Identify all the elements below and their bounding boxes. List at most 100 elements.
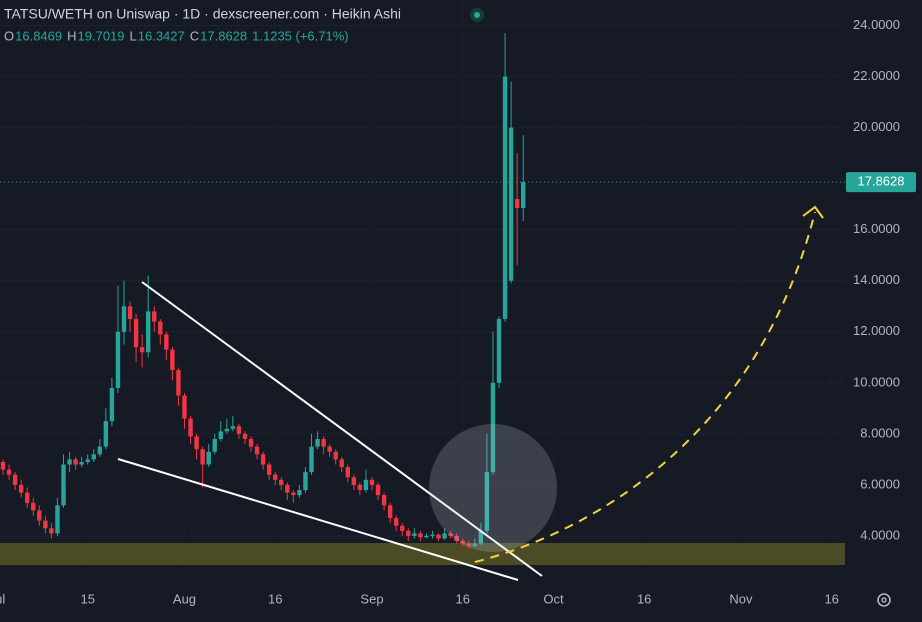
candle-body <box>345 467 350 478</box>
candle-body <box>490 382 496 473</box>
ohlc-key: C <box>190 28 199 43</box>
annotations <box>117 205 824 581</box>
candle-body <box>236 426 242 434</box>
candle-body <box>188 418 193 437</box>
candle-body <box>297 490 302 496</box>
candle-body <box>291 492 296 496</box>
y-tick-label: 20.0000 <box>853 119 900 134</box>
ohlc-key: H <box>67 28 76 43</box>
candle-body <box>375 484 381 496</box>
axes: 4.0000 6.0000 8.0000 10.0000 12.0000 14.0000 1… <box>0 17 916 606</box>
candle-body <box>321 438 326 447</box>
candle-body <box>436 534 441 539</box>
candle-body <box>212 438 217 452</box>
candle-body <box>242 433 248 439</box>
candle-body <box>381 495 387 506</box>
candle-body <box>357 484 363 491</box>
ohlc-value: 16.8469 <box>15 28 62 43</box>
candle-body <box>369 479 375 485</box>
x-tick-label: 16 <box>637 591 651 606</box>
candle-body <box>109 387 115 422</box>
candle-body <box>91 454 96 460</box>
grid <box>0 0 845 587</box>
candle-body <box>18 484 24 493</box>
candle-body <box>248 438 254 447</box>
candle-body <box>472 543 478 547</box>
y-tick-label: 4.0000 <box>860 527 900 542</box>
last-price-box <box>846 172 916 193</box>
candle-body <box>333 451 338 460</box>
candle-body <box>43 520 48 529</box>
x-tick-label: Sep <box>360 591 383 606</box>
candle-body <box>158 321 163 335</box>
candle-body <box>309 446 314 473</box>
candle-body <box>521 182 526 209</box>
y-tick-label: 6.0000 <box>860 476 900 491</box>
candle-body <box>79 461 84 465</box>
candle-body <box>387 505 393 519</box>
status-dot <box>474 12 480 18</box>
candle-body <box>206 451 211 465</box>
settings-icon[interactable] <box>877 593 891 607</box>
gear-center[interactable] <box>881 597 887 603</box>
candle-body <box>508 127 514 281</box>
change-label: 1.1235 (+6.71%) <box>252 28 348 43</box>
candle-body <box>393 518 399 526</box>
candle-body <box>37 510 42 521</box>
trend-line <box>117 458 519 581</box>
candle-body <box>502 76 508 320</box>
candle-body <box>230 426 236 429</box>
candle-body <box>442 533 447 539</box>
candle-body <box>12 474 18 485</box>
chart-title: TATSU/WETH on Uniswap · 1D · dexscreener… <box>4 6 401 22</box>
candles <box>0 33 845 549</box>
candle-body <box>182 395 187 419</box>
candle-body <box>218 431 223 439</box>
x-tick-label: Aug <box>173 591 196 606</box>
candle-body <box>194 436 199 450</box>
candle-body <box>145 311 151 353</box>
projection-curve <box>474 211 816 563</box>
ohlc-value: 17.8628 <box>200 28 247 43</box>
ohlc-value: 19.7019 <box>78 28 125 43</box>
y-tick-label: 10.0000 <box>853 374 900 389</box>
candle-body <box>315 438 320 447</box>
candle-body <box>279 479 284 485</box>
x-tick-label: Jul <box>0 591 5 606</box>
candle-body <box>254 446 260 455</box>
candle-body <box>67 459 72 465</box>
candle-body <box>55 505 60 534</box>
candle-body <box>170 349 175 371</box>
y-tick-label: 8.0000 <box>860 425 900 440</box>
candle-body <box>61 464 66 506</box>
y-tick-label: 24.0000 <box>853 17 900 32</box>
candle-body <box>127 306 133 320</box>
gear[interactable] <box>877 593 891 607</box>
candle-body <box>448 533 453 536</box>
candle-body <box>6 469 12 475</box>
candle-body <box>25 492 30 503</box>
x-tick-label: 16 <box>824 591 838 606</box>
candle-body <box>224 428 230 432</box>
ohlc-key: L <box>130 28 137 43</box>
highlight-circle <box>429 424 557 552</box>
candle-body <box>424 535 429 538</box>
candle-body <box>164 334 169 350</box>
candle-body <box>133 319 139 348</box>
x-tick-label: Nov <box>729 591 753 606</box>
support-zone <box>0 543 845 565</box>
projection-arrow <box>802 205 824 219</box>
candle-body <box>121 306 127 332</box>
candle-body <box>139 347 145 353</box>
y-tick-label: 14.0000 <box>853 272 900 287</box>
candle-body <box>85 459 90 462</box>
trend-line <box>141 281 543 577</box>
candle-body <box>466 543 471 547</box>
x-tick-label: 15 <box>80 591 94 606</box>
y-tick-label: 22.0000 <box>853 68 900 83</box>
candle-body <box>103 421 109 447</box>
candle-body <box>266 464 272 475</box>
x-tick-label: Oct <box>543 591 564 606</box>
